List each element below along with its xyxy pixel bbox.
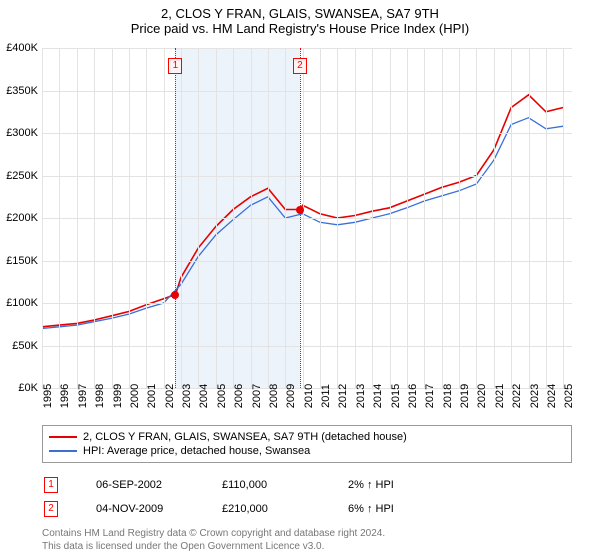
- footer-line: Contains HM Land Registry data © Crown c…: [42, 527, 572, 540]
- legend-label: HPI: Average price, detached house, Swan…: [83, 445, 310, 457]
- legend-block: 2, CLOS Y FRAN, GLAIS, SWANSEA, SA7 9TH …: [42, 425, 572, 553]
- footer-line: This data is licensed under the Open Gov…: [42, 540, 572, 553]
- marker-date: 04-NOV-2009: [96, 503, 192, 515]
- marker-delta: 2% ↑ HPI: [348, 479, 444, 491]
- legend-row: HPI: Average price, detached house, Swan…: [49, 444, 565, 458]
- marker-badge: 1: [44, 477, 58, 493]
- legend-swatch: [49, 436, 77, 438]
- legend-box: 2, CLOS Y FRAN, GLAIS, SWANSEA, SA7 9TH …: [42, 425, 572, 463]
- marker-table: 1 06-SEP-2002 £110,000 2% ↑ HPI 2 04-NOV…: [42, 473, 572, 521]
- marker-badge: 2: [44, 501, 58, 517]
- marker-price: £210,000: [222, 503, 318, 515]
- chart-subtitle: Price paid vs. HM Land Registry's House …: [0, 21, 600, 40]
- legend-swatch: [49, 450, 77, 452]
- table-row: 1 06-SEP-2002 £110,000 2% ↑ HPI: [42, 473, 572, 497]
- marker-delta: 6% ↑ HPI: [348, 503, 444, 515]
- marker-price: £110,000: [222, 479, 318, 491]
- chart-area: £0K£50K£100K£150K£200K£250K£300K£350K£40…: [42, 48, 572, 388]
- legend-label: 2, CLOS Y FRAN, GLAIS, SWANSEA, SA7 9TH …: [83, 431, 407, 443]
- table-row: 2 04-NOV-2009 £210,000 6% ↑ HPI: [42, 497, 572, 521]
- chart-title: 2, CLOS Y FRAN, GLAIS, SWANSEA, SA7 9TH: [0, 0, 600, 21]
- marker-date: 06-SEP-2002: [96, 479, 192, 491]
- legend-row: 2, CLOS Y FRAN, GLAIS, SWANSEA, SA7 9TH …: [49, 430, 565, 444]
